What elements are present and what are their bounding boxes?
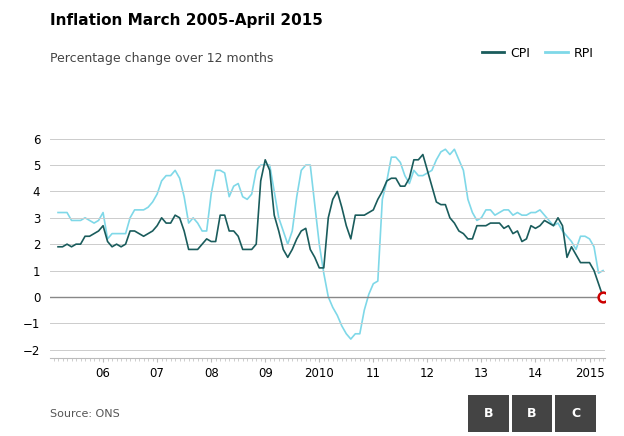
Text: B: B bbox=[484, 407, 493, 419]
Text: Source: ONS: Source: ONS bbox=[50, 409, 120, 419]
Text: B: B bbox=[527, 407, 537, 419]
Text: Percentage change over 12 months: Percentage change over 12 months bbox=[50, 52, 273, 65]
Legend: CPI, RPI: CPI, RPI bbox=[477, 42, 599, 65]
Text: C: C bbox=[571, 407, 580, 419]
Text: Inflation March 2005-April 2015: Inflation March 2005-April 2015 bbox=[50, 13, 323, 28]
